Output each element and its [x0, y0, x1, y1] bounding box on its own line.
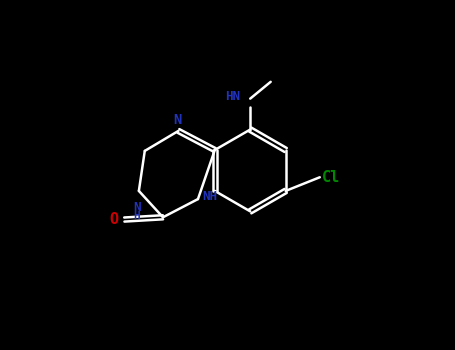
Text: N: N: [133, 201, 140, 214]
Text: O: O: [110, 212, 119, 227]
Text: HN: HN: [225, 90, 240, 103]
Text: H: H: [133, 211, 140, 221]
Text: N: N: [173, 113, 182, 127]
Text: Cl: Cl: [322, 170, 340, 185]
Text: NH: NH: [202, 190, 217, 203]
